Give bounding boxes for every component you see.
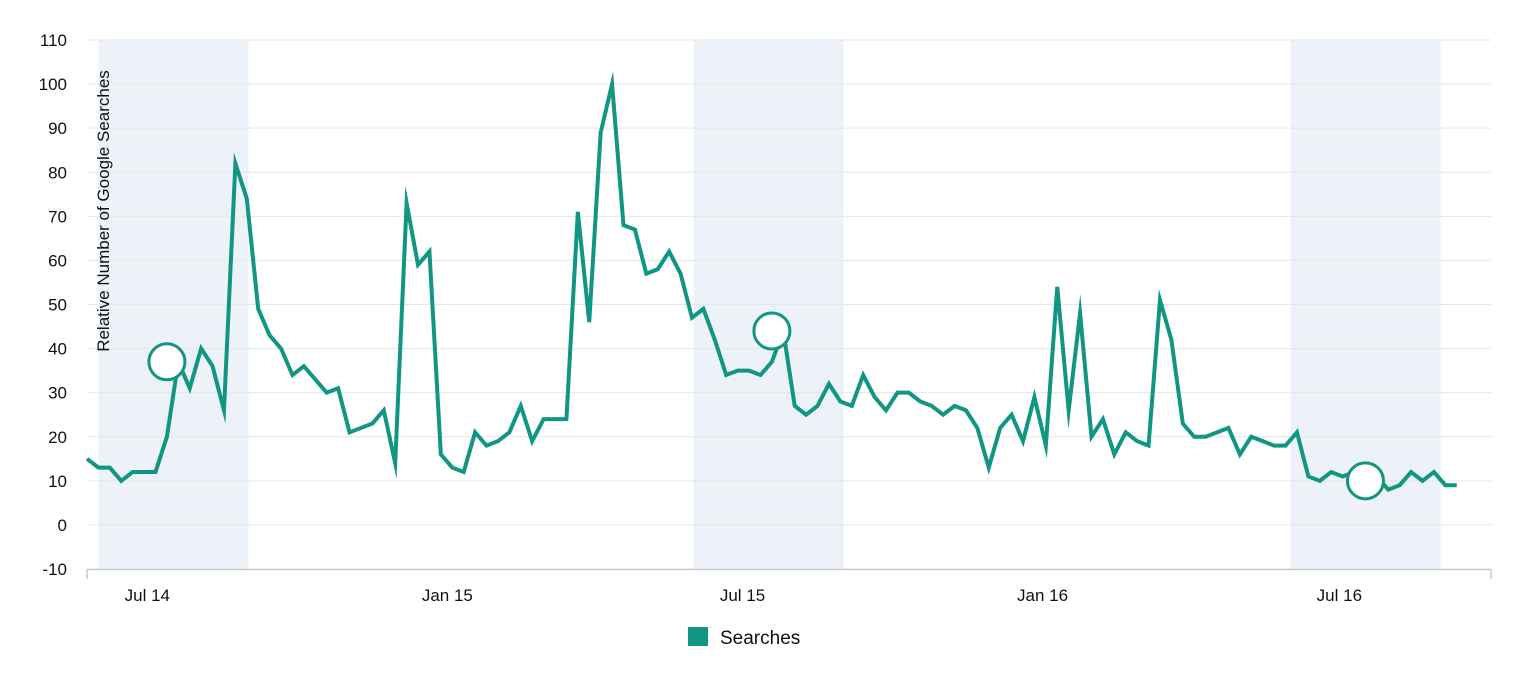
y-axis-tick-labels: -10 0 10 20 30 40 50 60 70 80 90 100 110 xyxy=(39,31,67,579)
legend-swatch-searches[interactable] xyxy=(688,627,708,646)
legend-label-searches[interactable]: Searches xyxy=(720,628,800,649)
y-tick-label: 0 xyxy=(58,516,67,535)
y-axis-title: Relative Number of Google Searches xyxy=(94,70,113,352)
y-tick-label: 40 xyxy=(48,340,67,359)
series-line-searches xyxy=(85,71,1457,493)
y-tick-label: 20 xyxy=(48,428,67,447)
y-tick-label: 10 xyxy=(48,472,67,491)
y-tick-label: 70 xyxy=(48,207,67,226)
y-tick-label: 100 xyxy=(39,75,67,94)
series-line-layer xyxy=(85,71,1457,493)
highlight-marker-2[interactable] xyxy=(752,311,792,351)
x-tick-label: Jul 15 xyxy=(720,586,765,605)
legend[interactable]: Searches xyxy=(688,627,800,649)
highlight-markers xyxy=(147,311,1385,501)
y-tick-label: 50 xyxy=(48,296,67,315)
gridlines xyxy=(87,39,1491,570)
y-tick-label: 90 xyxy=(48,119,67,138)
x-tick-label: Jul 16 xyxy=(1317,586,1362,605)
highlight-marker-1[interactable] xyxy=(147,342,187,382)
x-tick-label: Jan 16 xyxy=(1017,586,1068,605)
y-tick-label: 30 xyxy=(48,384,67,403)
x-axis: Jul 14 Jan 15 Jul 15 Jan 16 Jul 16 xyxy=(86,568,1492,605)
x-tick-label: Jul 14 xyxy=(125,586,170,605)
y-tick-label: 80 xyxy=(48,163,67,182)
y-tick-label: -10 xyxy=(42,560,67,579)
highlight-marker-3[interactable] xyxy=(1345,461,1385,501)
y-tick-label: 110 xyxy=(40,31,67,50)
y-tick-label: 60 xyxy=(48,251,67,270)
x-tick-label: Jan 15 xyxy=(422,586,473,605)
